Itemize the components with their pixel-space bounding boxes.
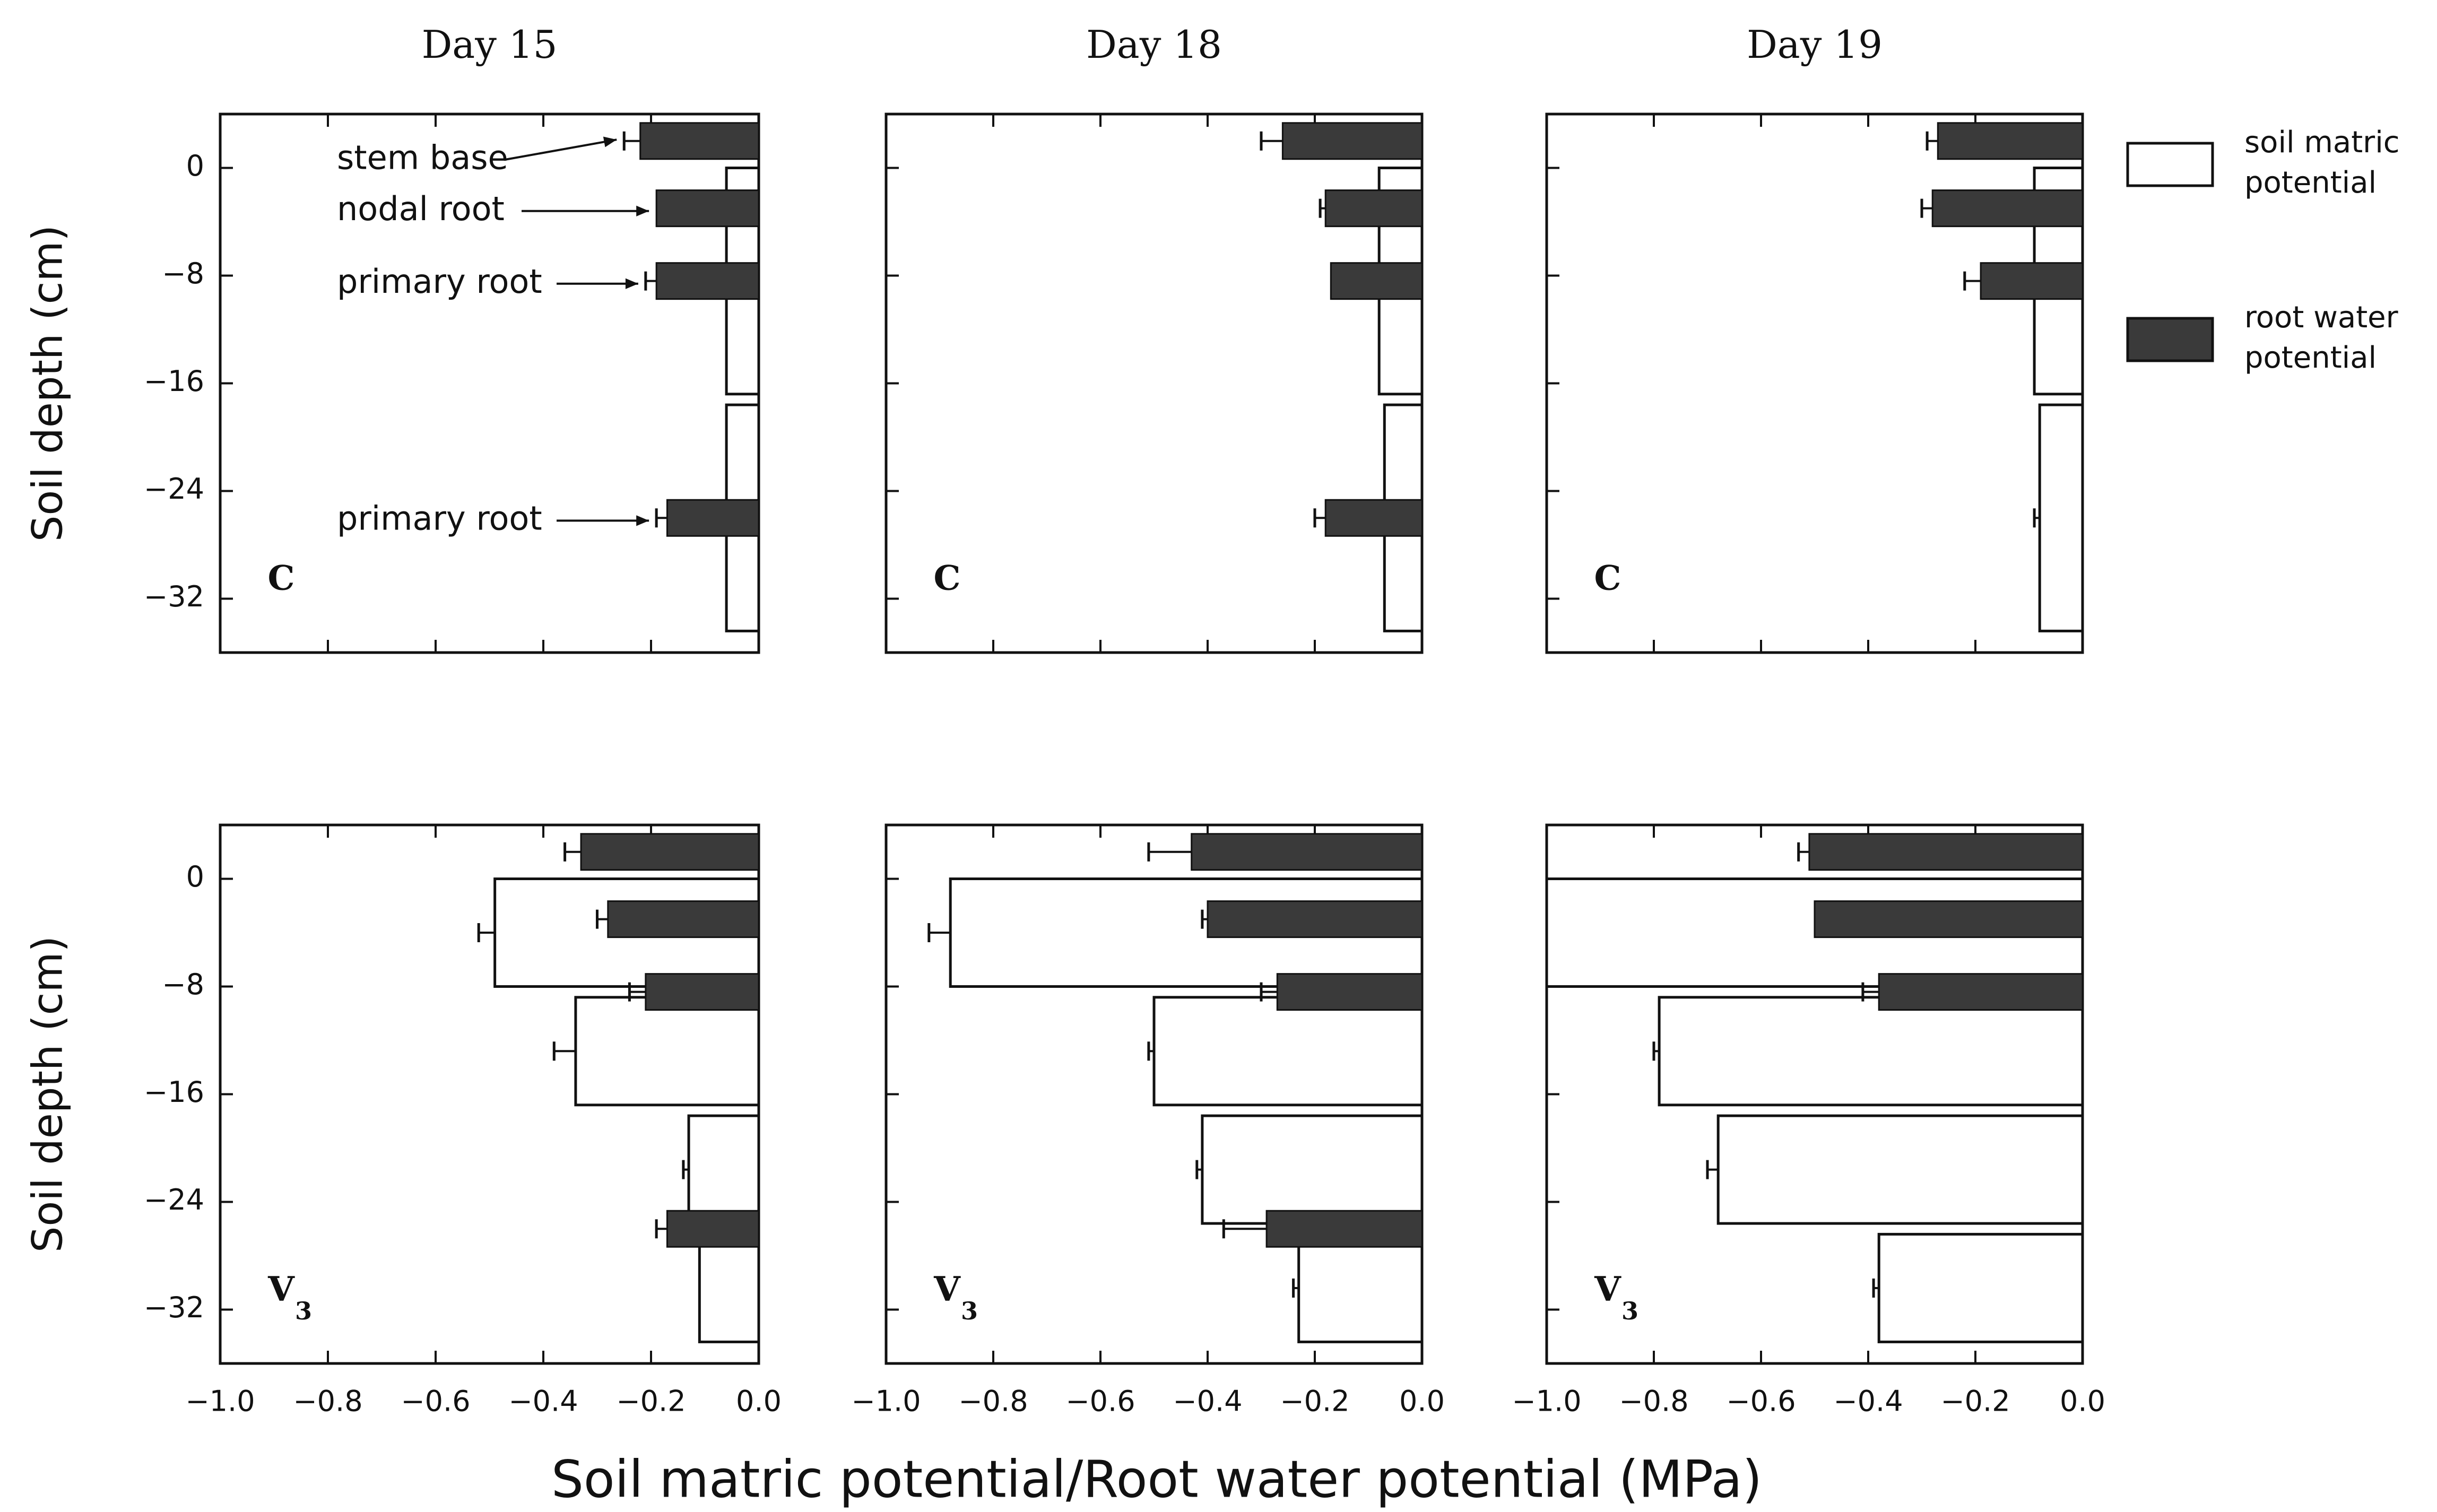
x-tick-label: −1.0	[1512, 1385, 1581, 1418]
y-tick-label: 0	[186, 860, 204, 893]
treatment-label: C	[934, 559, 961, 598]
root-bar	[1281, 122, 1423, 160]
y-tick-label: −16	[144, 1075, 204, 1109]
treatment-label: C	[268, 559, 295, 598]
panel-1-0: −1.0 −0.8 −0.6 −0.4 −0.2 0.0 0 −8 −16 −24 −32 V3	[144, 823, 782, 1418]
root-bar	[1330, 262, 1423, 300]
treatment-label: V	[267, 1270, 295, 1309]
column-title: Day 15	[422, 22, 558, 67]
treatment-label: V	[1594, 1270, 1621, 1309]
root-bar	[1191, 833, 1423, 871]
x-tick-label: 0.0	[736, 1385, 782, 1418]
panel-1-2: −1.0 −0.8 −0.6 −0.4 −0.2 0.0 V3	[1512, 823, 2105, 1418]
root-bar	[666, 1210, 760, 1248]
root-bar	[1931, 189, 2084, 228]
x-tick-label: −0.4	[508, 1385, 578, 1418]
x-tick-label: −0.2	[1280, 1385, 1349, 1418]
legend-swatch	[2126, 142, 2214, 187]
soil-bar	[1201, 1114, 1424, 1225]
x-tick-label: −0.8	[293, 1385, 362, 1418]
root-bar	[607, 900, 760, 939]
annotation-arrowhead	[636, 205, 649, 216]
treatment-subscript: 3	[961, 1297, 978, 1325]
soil-bar	[1297, 1232, 1424, 1343]
legend: soil matric potential root water potential	[2126, 125, 2400, 375]
soil-bar	[2038, 403, 2084, 632]
y-tick-label: −32	[144, 1291, 204, 1324]
x-tick-label: −1.0	[851, 1385, 921, 1418]
x-tick-label: −0.2	[616, 1385, 686, 1418]
y-tick-label: −24	[144, 472, 204, 506]
x-tick-label: −0.2	[1940, 1385, 2010, 1418]
root-bar	[1814, 900, 2084, 939]
y-tick-label: 0	[186, 149, 204, 183]
y-tick-label: −8	[162, 968, 204, 1001]
legend-label: root water	[2244, 300, 2399, 335]
root-bar	[1324, 189, 1423, 228]
root-bar	[639, 122, 760, 160]
y-axis-label: Soil depth (cm)	[24, 936, 72, 1253]
panel-1-1: −1.0 −0.8 −0.6 −0.4 −0.2 0.0 V3	[851, 823, 1445, 1418]
x-tick-label: −0.4	[1173, 1385, 1242, 1418]
x-tick-label: −0.6	[1726, 1385, 1796, 1418]
root-bar	[655, 262, 760, 300]
root-bar	[1276, 973, 1423, 1011]
root-bar	[580, 833, 760, 871]
panel-0-2: C	[1545, 112, 2084, 654]
annotation-label: stem base	[337, 138, 508, 177]
treatment-label: C	[1594, 559, 1621, 598]
annotation-arrowhead	[636, 515, 649, 526]
annotation-arrowhead	[603, 136, 617, 147]
treatment-subscript: 3	[1621, 1297, 1638, 1325]
y-axis-label: Soil depth (cm)	[24, 225, 72, 542]
root-bar	[655, 189, 760, 228]
annotation-arrow	[504, 138, 617, 161]
root-bar	[1207, 900, 1423, 939]
legend-label: potential	[2244, 166, 2377, 200]
legend-label: soil matric	[2244, 125, 2400, 160]
root-bar	[1937, 122, 2084, 160]
x-tick-label: −1.0	[185, 1385, 255, 1418]
root-bar	[666, 499, 760, 537]
soil-bar	[1877, 1232, 2084, 1343]
column-title: Day 19	[1747, 22, 1883, 67]
root-bar	[1878, 973, 2084, 1011]
soil-bar	[687, 1114, 760, 1225]
root-bar	[1808, 833, 2084, 871]
treatment-label: V	[933, 1270, 961, 1309]
annotation-label: primary root	[337, 262, 542, 301]
panel-0-1: C	[884, 112, 1424, 654]
annotation-label: nodal root	[337, 189, 505, 228]
x-tick-label: 0.0	[1399, 1385, 1445, 1418]
x-tick-label: −0.6	[1065, 1385, 1135, 1418]
soil-bar	[1152, 996, 1424, 1107]
x-tick-label: −0.8	[958, 1385, 1028, 1418]
root-bar	[1324, 499, 1423, 537]
x-tick-label: −0.8	[1619, 1385, 1688, 1418]
x-tick-label: −0.4	[1833, 1385, 1903, 1418]
root-bar	[645, 973, 760, 1011]
x-axis-label: Soil matric potential/Root water potenti…	[551, 1449, 1762, 1509]
y-tick-label: −32	[144, 580, 204, 613]
root-bar	[1980, 262, 2084, 300]
y-tick-label: −24	[144, 1183, 204, 1216]
y-tick-label: −16	[144, 364, 204, 398]
y-tick-label: −8	[162, 257, 204, 290]
x-tick-label: 0.0	[2060, 1385, 2105, 1418]
soil-bar	[1658, 996, 2084, 1107]
soil-bar	[1716, 1114, 2084, 1225]
soil-bar	[574, 996, 760, 1107]
x-tick-label: −0.6	[401, 1385, 470, 1418]
soil-bar	[698, 1244, 760, 1343]
root-bar	[1265, 1210, 1423, 1248]
annotation-arrowhead	[625, 278, 638, 289]
annotation-label: primary root	[337, 499, 542, 537]
column-title: Day 18	[1086, 22, 1222, 67]
legend-label: potential	[2244, 341, 2377, 375]
legend-swatch	[2126, 317, 2214, 362]
treatment-subscript: 3	[295, 1297, 312, 1325]
